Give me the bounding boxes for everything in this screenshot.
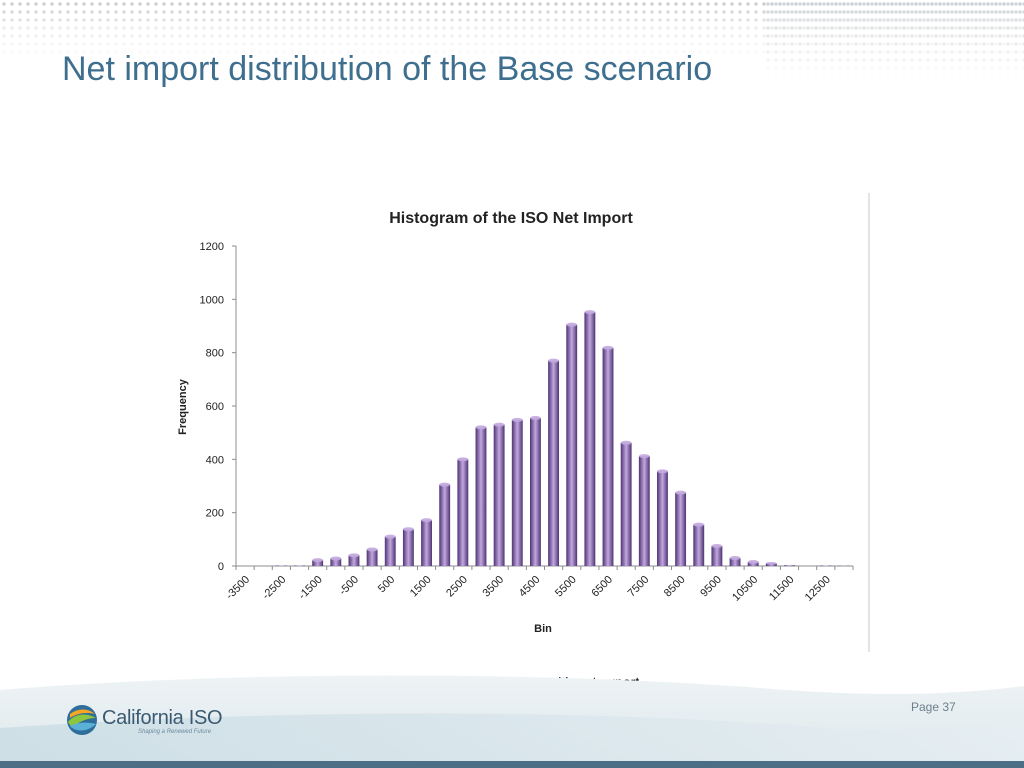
- california-iso-logo: California ISO Shaping a Renewed Future: [66, 704, 226, 740]
- histogram-bar-cap: [493, 422, 505, 427]
- histogram-bar-cap: [693, 522, 705, 527]
- histogram-bar-cap: [747, 560, 759, 564]
- histogram-bar: [711, 546, 723, 566]
- x-tick-label: -3500: [224, 574, 252, 602]
- histogram-bar-cap: [439, 482, 451, 487]
- histogram-bar-cap: [384, 534, 396, 539]
- y-axis-label: Frequency: [177, 378, 189, 435]
- histogram-bar: [421, 520, 432, 566]
- histogram-bar: [439, 484, 451, 566]
- histogram-bar-cap: [457, 457, 469, 462]
- histogram-bar: [620, 442, 632, 566]
- x-tick-label: -2500: [260, 574, 288, 602]
- histogram-bar: [602, 347, 614, 566]
- histogram-bar-cap: [548, 358, 560, 363]
- histogram-bar: [511, 419, 523, 566]
- logo-tagline: Shaping a Renewed Future: [138, 729, 212, 735]
- x-tick-label: 3500: [480, 574, 506, 600]
- histogram-bar-cap: [657, 469, 668, 474]
- histogram-bar-cap: [584, 310, 596, 315]
- x-tick-label: 4500: [517, 574, 543, 600]
- histogram-bar: [294, 565, 305, 566]
- histogram-bar-cap: [729, 556, 741, 560]
- x-tick-label: 12500: [803, 574, 833, 604]
- histogram-bar-cap: [529, 416, 541, 420]
- histogram-bar: [584, 312, 596, 566]
- histogram-bar: [493, 424, 505, 566]
- y-tick-label: 400: [206, 454, 224, 466]
- histogram-bar: [366, 549, 378, 566]
- histogram-bar: [657, 471, 668, 566]
- x-tick-label: -1500: [296, 574, 324, 602]
- histogram-bar: [638, 456, 650, 566]
- x-tick-label: 8500: [662, 574, 688, 600]
- histogram-bar-cap: [566, 322, 578, 327]
- histogram-bar-cap: [765, 562, 777, 565]
- page-number: Page 37: [911, 700, 956, 714]
- x-tick-label: 10500: [730, 574, 760, 604]
- histogram-bar-cap: [366, 547, 378, 552]
- x-tick-label: 7500: [626, 574, 652, 600]
- x-axis-label: Bin: [534, 623, 552, 635]
- y-tick-label: 0: [218, 561, 224, 573]
- histogram-bar-cap: [421, 518, 432, 523]
- logo-globe-icon: [67, 705, 97, 735]
- x-tick-label: 5500: [553, 574, 579, 600]
- histogram-bar-cap: [711, 544, 723, 548]
- histogram-bar: [820, 565, 832, 566]
- histogram-bar: [275, 565, 287, 566]
- y-tick-label: 600: [206, 401, 224, 413]
- x-tick-label: 11500: [767, 574, 797, 604]
- histogram-bar-cap: [620, 440, 632, 445]
- chart-title: Histogram of the ISO Net Import: [389, 210, 633, 227]
- histogram-bar: [675, 492, 687, 566]
- histogram-bar: [402, 529, 414, 566]
- histogram-bar: [529, 418, 541, 566]
- y-tick-label: 200: [206, 508, 224, 520]
- header-dot-pattern: [0, 0, 1024, 62]
- histogram-bar-cap: [348, 553, 360, 558]
- y-tick-label: 800: [206, 348, 224, 360]
- slide-title: Net import distribution of the Base scen…: [62, 50, 713, 88]
- histogram-bar-cap: [602, 345, 614, 350]
- histogram-bar: [457, 459, 469, 566]
- x-tick-label: 9500: [698, 574, 724, 600]
- y-tick-label: 1000: [200, 294, 224, 306]
- histogram-bar-cap: [330, 556, 342, 561]
- histogram-bar-cap: [312, 558, 324, 563]
- histogram-bar: [729, 558, 741, 566]
- x-tick-label: 6500: [589, 574, 615, 600]
- x-tick-label: 500: [376, 574, 397, 595]
- histogram-bar: [566, 324, 578, 566]
- histogram-bar: [693, 524, 705, 566]
- logo-name: California ISO: [102, 707, 223, 729]
- histogram-bar: [475, 427, 487, 566]
- x-tick-label: 2500: [444, 574, 470, 600]
- y-tick-label: 1200: [200, 241, 224, 253]
- chart-svg: Histogram of the ISO Net Import Frequenc…: [177, 193, 870, 652]
- histogram-bar-cap: [675, 490, 687, 495]
- histogram-bar: [330, 558, 342, 566]
- histogram-bar: [548, 360, 560, 566]
- histogram-bar: [784, 565, 795, 566]
- histogram-bar-cap: [402, 527, 414, 532]
- footer-swoosh: [0, 675, 1024, 768]
- x-tick-label: -500: [337, 574, 361, 598]
- header-dot-pattern-right: [764, 0, 1024, 80]
- x-tick-label: 1500: [408, 574, 434, 600]
- histogram-bar-cap: [638, 454, 650, 459]
- histogram-bar: [384, 536, 396, 566]
- histogram-bar-cap: [511, 417, 523, 422]
- histogram-bar-cap: [475, 425, 487, 430]
- histogram-bar: [312, 560, 324, 566]
- histogram-bar: [348, 555, 360, 566]
